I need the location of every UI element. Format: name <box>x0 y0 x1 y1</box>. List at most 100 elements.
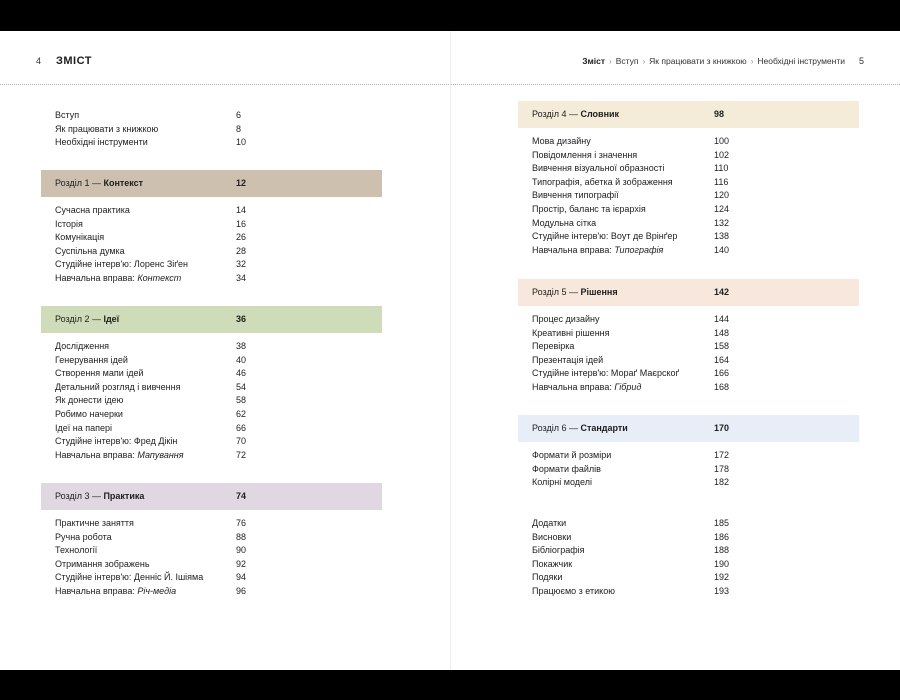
chevron-right-icon: › <box>609 57 612 66</box>
toc-entry[interactable]: Сучасна практика 14 <box>55 204 276 217</box>
toc-entry[interactable]: Як працювати з книжкою 8 <box>55 123 276 136</box>
toc-entry-title: Отримання зображень <box>55 558 150 569</box>
toc-entry-page: 40 <box>236 354 247 365</box>
toc-entry-title: Колірні моделі <box>532 477 592 488</box>
breadcrumb-item[interactable]: Зміст <box>582 56 606 66</box>
toc-entry-title: Практичне заняття <box>55 518 134 528</box>
toc-entry[interactable]: Робимо начерки 62 <box>55 408 276 421</box>
section-header[interactable]: Розділ 4 — Словник 98 <box>518 101 859 128</box>
toc-entry[interactable]: Вивчення типографії 120 <box>532 189 754 202</box>
toc-entry-emphasis: Гібрид <box>614 382 642 392</box>
toc-entry-page: 10 <box>236 137 247 148</box>
toc-entry[interactable]: Вивчення візуальної образності 110 <box>532 162 754 175</box>
toc-entry[interactable]: Презентація ідей 164 <box>532 354 754 367</box>
toc-entry[interactable]: Бібліографія 188 <box>532 544 754 557</box>
toc-entry[interactable]: Колірні моделі 182 <box>532 476 754 489</box>
toc-entry-title: Робимо начерки <box>55 409 123 419</box>
toc-entry-page: 54 <box>236 381 247 392</box>
toc-entry-title: Висновки <box>532 531 572 542</box>
toc-entry-page: 76 <box>236 518 247 528</box>
toc-entry[interactable]: Як донести ідею 58 <box>55 394 276 407</box>
toc-entry-title: Бібліографія <box>532 545 585 556</box>
toc-entry[interactable]: Студійне інтерв'ю: Мораґ Маєрскоґ 166 <box>532 367 754 380</box>
toc-entry-title: Працюємо з етикою <box>532 586 615 596</box>
toc-entry[interactable]: Студійне інтерв'ю: Воут де Врінґер 138 <box>532 230 754 243</box>
toc-entry[interactable]: Навчальна вправа: Річ-медіа 96 <box>55 585 276 598</box>
toc-entry[interactable]: Дослідження 38 <box>55 340 276 353</box>
section-page: 98 <box>714 109 725 119</box>
toc-entry-page: 46 <box>236 368 247 379</box>
toc-entry-title: Простір, баланс та ієрархія <box>532 204 646 214</box>
toc-entry[interactable]: Навчальна вправа: Мапування 72 <box>55 449 276 462</box>
toc-entry[interactable]: Генерування ідей 40 <box>55 354 276 367</box>
toc-entry[interactable]: Працюємо з етикою 193 <box>532 585 754 598</box>
toc-entry[interactable]: Мова дизайну 100 <box>532 135 754 148</box>
section-header[interactable]: Розділ 3 — Практика 74 <box>41 483 382 510</box>
toc-entry-emphasis: Мапування <box>137 449 184 460</box>
chevron-right-icon: › <box>750 57 754 66</box>
toc-entry-title: Генерування ідей <box>55 354 128 365</box>
toc-entry-page: 88 <box>236 531 247 542</box>
toc-entry[interactable]: Технології 90 <box>55 544 276 557</box>
section-page: 74 <box>236 491 247 501</box>
toc-entry-title: Суспільна думка <box>55 245 125 256</box>
section-page: 12 <box>236 178 247 188</box>
section-page: 142 <box>714 287 730 297</box>
toc-entry-title: Навчальна вправа: Мапування <box>55 449 184 460</box>
toc-entry-page: 16 <box>236 218 247 229</box>
toc-entry[interactable]: Студійне інтерв'ю: Фред Дікін 70 <box>55 435 276 448</box>
toc-entry[interactable]: Створення мапи ідей 46 <box>55 367 276 380</box>
toc-entry-page: 14 <box>236 205 247 215</box>
toc-entry-title: Типографія, абетка й зображення <box>532 176 673 187</box>
toc-entry[interactable]: Процес дизайну 144 <box>532 313 754 326</box>
breadcrumb-item[interactable]: Як працювати з книжкою <box>649 56 747 66</box>
section-header[interactable]: Розділ 6 — Стандарти 170 <box>518 415 859 442</box>
toc-entry[interactable]: Формати й розміри 172 <box>532 449 754 462</box>
toc-entry[interactable]: Повідомлення і значення 102 <box>532 149 754 162</box>
toc-entry-title: Комунікація <box>55 232 105 243</box>
toc-entry[interactable]: Простір, баланс та ієрархія 124 <box>532 203 754 216</box>
toc-entry-title: Студійне інтерв'ю: Лоренс Зіґен <box>55 259 188 270</box>
toc-entry-title: Повідомлення і значення <box>532 149 638 160</box>
toc-entry[interactable]: Практичне заняття 76 <box>55 517 276 530</box>
toc-entry[interactable]: Суспільна думка 28 <box>55 245 276 258</box>
page-title: ЗМІСТ <box>56 55 92 67</box>
toc-entry[interactable]: Студійне інтерв'ю: Лоренс Зіґен 32 <box>55 258 276 271</box>
toc-entry[interactable]: Навчальна вправа: Гібрид 168 <box>532 381 754 394</box>
section-label: Розділ 3 — <box>55 491 104 501</box>
toc-entry[interactable]: Типографія, абетка й зображення 116 <box>532 176 754 189</box>
section-page: 170 <box>714 423 730 433</box>
toc-entry[interactable]: Вступ 6 <box>55 109 276 122</box>
breadcrumb-item[interactable]: Необхідні інструменти <box>757 56 845 66</box>
toc-entry[interactable]: Покажчик 190 <box>532 558 754 571</box>
section-header[interactable]: Розділ 5 — Рішення 142 <box>518 279 859 306</box>
toc-entry-page: 120 <box>714 190 730 201</box>
toc-entry[interactable]: Отримання зображень 92 <box>55 558 276 571</box>
toc-entry-page: 100 <box>714 136 730 146</box>
toc-entry[interactable]: Модульна сітка 132 <box>532 217 754 230</box>
toc-entry[interactable]: Детальний розгляд і вивчення 54 <box>55 381 276 394</box>
toc-entry[interactable]: Перевірка 158 <box>532 340 754 353</box>
toc-entry-title: Додатки <box>532 518 567 528</box>
toc-entry[interactable]: Комунікація 26 <box>55 231 276 244</box>
toc-entry-title: Необхідні інструменти <box>55 137 148 148</box>
toc-entry-title: Ручна робота <box>55 531 112 542</box>
toc-entry[interactable]: Ідеї на папері 66 <box>55 422 276 435</box>
section-title: Розділ 5 — Рішення <box>532 279 618 306</box>
toc-entry-page: 70 <box>236 436 247 447</box>
toc-entry[interactable]: Креативні рішення 148 <box>532 327 754 340</box>
toc-entry[interactable]: Історія 16 <box>55 218 276 231</box>
section-header[interactable]: Розділ 2 — Ідеї 36 <box>41 306 382 333</box>
toc-entry[interactable]: Навчальна вправа: Типографія 140 <box>532 244 754 257</box>
toc-entry[interactable]: Необхідні інструменти 10 <box>55 136 276 149</box>
toc-entry[interactable]: Навчальна вправа: Контекст 34 <box>55 272 276 285</box>
toc-entry[interactable]: Формати файлів 178 <box>532 463 754 476</box>
section-header[interactable]: Розділ 1 — Контекст 12 <box>41 170 382 197</box>
toc-entry[interactable]: Ручна робота 88 <box>55 531 276 544</box>
toc-entry-page: 182 <box>714 477 730 488</box>
toc-entry[interactable]: Подяки 192 <box>532 571 754 584</box>
breadcrumb-item[interactable]: Вступ <box>615 56 639 66</box>
toc-entry[interactable]: Студійне інтерв'ю: Денніс Й. Ішіяма 94 <box>55 571 276 584</box>
toc-entry[interactable]: Висновки 186 <box>532 531 754 544</box>
toc-entry[interactable]: Додатки 185 <box>532 517 754 530</box>
